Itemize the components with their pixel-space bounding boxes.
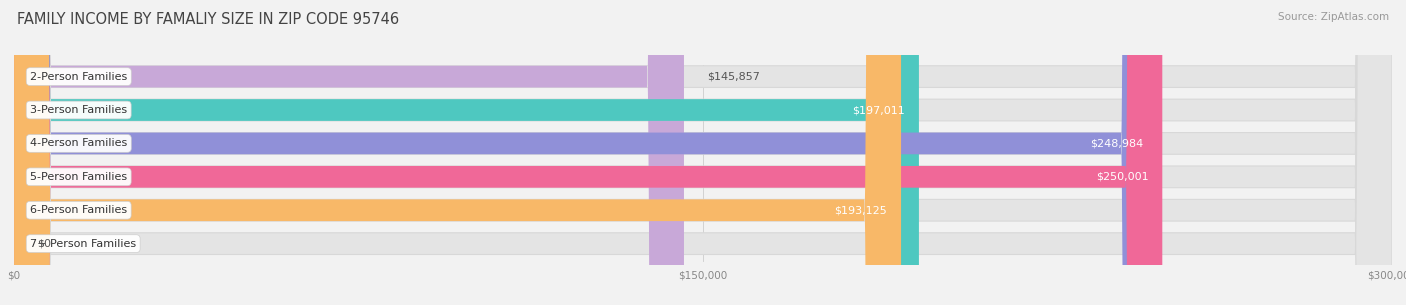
Text: $193,125: $193,125 (835, 205, 887, 215)
Text: FAMILY INCOME BY FAMALIY SIZE IN ZIP CODE 95746: FAMILY INCOME BY FAMALIY SIZE IN ZIP COD… (17, 12, 399, 27)
FancyBboxPatch shape (14, 0, 1392, 305)
Text: $0: $0 (37, 239, 51, 249)
FancyBboxPatch shape (14, 0, 920, 305)
Text: 3-Person Families: 3-Person Families (30, 105, 128, 115)
FancyBboxPatch shape (14, 0, 683, 305)
FancyBboxPatch shape (14, 0, 1392, 305)
Text: $250,001: $250,001 (1095, 172, 1149, 182)
FancyBboxPatch shape (14, 0, 1163, 305)
Text: 7+ Person Families: 7+ Person Families (30, 239, 136, 249)
FancyBboxPatch shape (14, 0, 1392, 305)
FancyBboxPatch shape (14, 0, 901, 305)
Text: $197,011: $197,011 (852, 105, 905, 115)
FancyBboxPatch shape (14, 0, 1392, 305)
Text: $145,857: $145,857 (707, 72, 759, 82)
Text: $248,984: $248,984 (1091, 138, 1144, 149)
Text: 4-Person Families: 4-Person Families (30, 138, 128, 149)
Text: Source: ZipAtlas.com: Source: ZipAtlas.com (1278, 12, 1389, 22)
FancyBboxPatch shape (14, 0, 1392, 305)
Text: 6-Person Families: 6-Person Families (30, 205, 128, 215)
Text: 5-Person Families: 5-Person Families (30, 172, 128, 182)
Text: 2-Person Families: 2-Person Families (30, 72, 128, 82)
FancyBboxPatch shape (14, 0, 1157, 305)
FancyBboxPatch shape (14, 0, 1392, 305)
